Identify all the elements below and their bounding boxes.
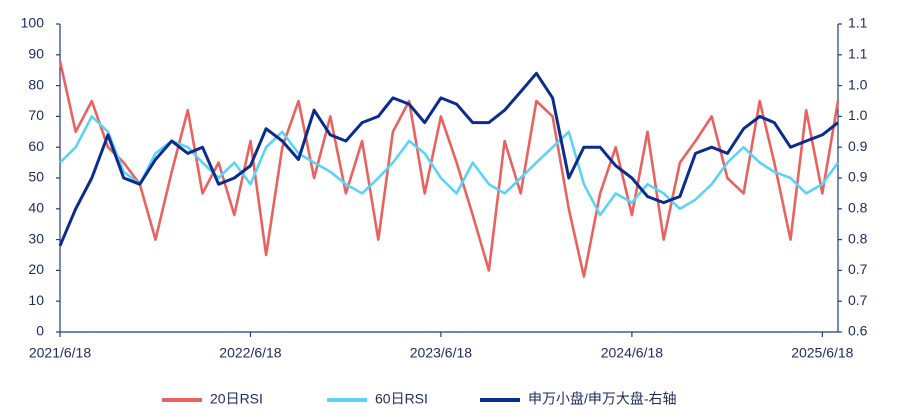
y-tick-label: 100 bbox=[21, 15, 45, 31]
x-tick-label: 2022/6/18 bbox=[219, 345, 281, 361]
y2-tick-label: 1.0 bbox=[848, 76, 868, 92]
x-tick-label: 2025/6/18 bbox=[791, 345, 853, 361]
y-tick-label: 10 bbox=[28, 292, 44, 308]
y-tick-label: 70 bbox=[28, 107, 44, 123]
x-tick-label: 2024/6/18 bbox=[601, 345, 663, 361]
legend-label: 60日RSI bbox=[375, 391, 428, 407]
y2-tick-label: 0.7 bbox=[848, 292, 868, 308]
x-tick-label: 2021/6/18 bbox=[29, 345, 91, 361]
y2-tick-label: 0.9 bbox=[848, 138, 868, 154]
x-tick-label: 2023/6/18 bbox=[410, 345, 472, 361]
y2-tick-label: 0.7 bbox=[848, 261, 868, 277]
y2-tick-label: 1.1 bbox=[848, 15, 868, 31]
y-tick-label: 30 bbox=[28, 230, 44, 246]
y-tick-label: 60 bbox=[28, 138, 44, 154]
y2-tick-label: 0.6 bbox=[848, 323, 868, 339]
y2-tick-label: 0.8 bbox=[848, 230, 868, 246]
y2-tick-label: 0.8 bbox=[848, 200, 868, 216]
y-tick-label: 0 bbox=[36, 323, 44, 339]
legend-label: 申万小盘/申万大盘-右轴 bbox=[528, 391, 677, 407]
y-tick-label: 90 bbox=[28, 46, 44, 62]
series-line bbox=[58, 60, 840, 278]
y-tick-label: 40 bbox=[28, 200, 44, 216]
y-tick-label: 50 bbox=[28, 169, 44, 185]
y2-tick-label: 1.0 bbox=[848, 107, 868, 123]
y2-tick-label: 1.1 bbox=[848, 46, 868, 62]
series-line bbox=[59, 115, 840, 217]
y-tick-label: 80 bbox=[28, 76, 44, 92]
y2-tick-label: 0.9 bbox=[848, 169, 868, 185]
legend-label: 20日RSI bbox=[210, 391, 263, 407]
y-tick-label: 20 bbox=[28, 261, 44, 277]
series-line bbox=[58, 71, 839, 247]
